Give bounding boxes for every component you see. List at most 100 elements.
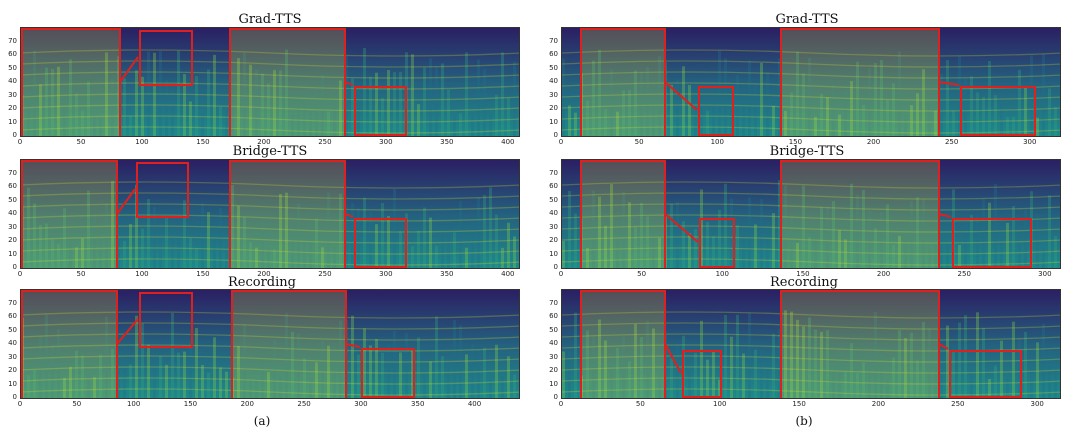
x-tick-label: 350 bbox=[440, 138, 454, 146]
y-tick-label: 40 bbox=[8, 339, 17, 347]
subfigure-caption: (a) bbox=[253, 414, 271, 428]
spectrogram-image bbox=[21, 160, 519, 268]
x-tick-label: 50 bbox=[72, 400, 82, 408]
y-tick-label: 10 bbox=[549, 249, 558, 258]
x-tick-label: 400 bbox=[467, 400, 482, 408]
x-tick-label: 200 bbox=[257, 138, 271, 146]
y-tick-label: 60 bbox=[549, 182, 558, 190]
x-tick-label: 250 bbox=[297, 400, 311, 408]
panel-title: Recording bbox=[228, 275, 296, 290]
y-tick-label: 50 bbox=[549, 63, 558, 72]
x-tick-label: 100 bbox=[126, 400, 141, 408]
y-tick-label: 70 bbox=[549, 298, 558, 307]
x-tick-label: 300 bbox=[1038, 270, 1052, 278]
y-tick-label: 20 bbox=[8, 236, 17, 244]
y-tick-label: 20 bbox=[549, 236, 558, 244]
y-tick-label: 10 bbox=[549, 379, 558, 388]
x-tick-label: 100 bbox=[715, 270, 729, 278]
zoom-box bbox=[780, 160, 940, 268]
zoom-box bbox=[229, 28, 346, 136]
y-tick-label: 30 bbox=[8, 222, 17, 231]
x-tick-label: 100 bbox=[135, 138, 149, 146]
x-tick-label: 350 bbox=[411, 400, 425, 408]
y-tick-label: 20 bbox=[549, 366, 558, 374]
spectrogram-panel bbox=[20, 289, 520, 399]
x-tick-label: 300 bbox=[1023, 138, 1037, 146]
spectrogram-panel bbox=[561, 289, 1061, 399]
x-tick-label: 300 bbox=[354, 400, 368, 408]
y-tick-label: 0 bbox=[553, 263, 558, 271]
y-tick-label: 10 bbox=[8, 379, 17, 388]
y-tick-label: 40 bbox=[8, 77, 17, 85]
y-tick-label: 50 bbox=[8, 195, 17, 204]
zoom-region bbox=[136, 162, 189, 218]
panel-title: Bridge-TTS bbox=[769, 144, 845, 159]
y-tick-label: 0 bbox=[553, 393, 558, 401]
x-tick-label: 150 bbox=[788, 138, 803, 146]
spectrogram-image bbox=[562, 28, 1060, 136]
y-tick-label: 10 bbox=[549, 117, 558, 126]
zoom-region bbox=[682, 350, 722, 398]
spectrogram-panel bbox=[561, 159, 1061, 269]
x-tick-label: 0 bbox=[17, 138, 23, 146]
y-tick-label: 30 bbox=[549, 222, 558, 231]
y-tick-label: 50 bbox=[8, 63, 17, 72]
zoom-box bbox=[229, 160, 346, 268]
y-tick-label: 60 bbox=[8, 50, 17, 58]
y-tick-label: 60 bbox=[549, 50, 558, 58]
y-tick-label: 20 bbox=[549, 104, 558, 112]
panel-title: Grad-TTS bbox=[775, 12, 839, 27]
x-tick-label: 200 bbox=[876, 270, 891, 278]
zoom-box bbox=[780, 28, 940, 136]
zoom-box bbox=[580, 160, 666, 268]
y-tick-label: 60 bbox=[8, 312, 17, 320]
y-tick-label: 70 bbox=[8, 36, 17, 45]
y-tick-label: 10 bbox=[8, 117, 17, 126]
x-tick-label: 200 bbox=[240, 400, 254, 408]
x-tick-label: 150 bbox=[196, 270, 210, 278]
spectrogram-panel bbox=[20, 159, 520, 269]
subfigure-caption: (b) bbox=[795, 414, 813, 428]
zoom-region bbox=[949, 350, 1022, 398]
zoom-region bbox=[952, 218, 1032, 268]
y-tick-label: 0 bbox=[12, 263, 17, 271]
x-tick-label: 250 bbox=[951, 400, 965, 408]
y-tick-label: 0 bbox=[553, 131, 558, 139]
y-tick-label: 50 bbox=[8, 325, 17, 334]
y-tick-label: 40 bbox=[549, 77, 558, 85]
x-tick-label: 50 bbox=[76, 138, 86, 146]
spectrogram-image bbox=[562, 290, 1060, 398]
x-tick-label: 50 bbox=[634, 138, 644, 146]
y-tick-label: 70 bbox=[549, 168, 558, 177]
x-tick-label: 50 bbox=[76, 270, 86, 278]
x-tick-label: 0 bbox=[17, 400, 23, 408]
y-tick-label: 30 bbox=[8, 352, 17, 361]
y-tick-label: 40 bbox=[549, 339, 558, 347]
y-tick-label: 60 bbox=[549, 312, 558, 320]
y-tick-label: 40 bbox=[8, 209, 17, 217]
x-tick-label: 300 bbox=[379, 270, 393, 278]
y-tick-label: 70 bbox=[8, 298, 17, 307]
zoom-box bbox=[780, 290, 940, 398]
x-tick-label: 200 bbox=[866, 138, 881, 146]
spectrogram-panel bbox=[20, 27, 520, 137]
y-tick-label: 60 bbox=[8, 182, 17, 190]
zoom-box bbox=[580, 28, 666, 136]
y-tick-label: 30 bbox=[549, 90, 558, 99]
y-tick-label: 70 bbox=[8, 168, 17, 177]
y-tick-label: 70 bbox=[549, 36, 558, 45]
y-tick-label: 0 bbox=[12, 131, 17, 139]
zoom-region bbox=[354, 218, 407, 268]
x-tick-label: 150 bbox=[796, 270, 810, 278]
panel-title: Bridge-TTS bbox=[232, 144, 308, 159]
zoom-region bbox=[361, 348, 415, 398]
panel-title: Recording bbox=[770, 275, 838, 290]
x-tick-label: 150 bbox=[183, 400, 198, 408]
y-tick-label: 50 bbox=[549, 195, 558, 204]
y-tick-label: 20 bbox=[8, 104, 17, 112]
zoom-region bbox=[698, 86, 734, 136]
x-tick-label: 300 bbox=[379, 138, 393, 146]
zoom-region bbox=[354, 86, 407, 136]
x-tick-label: 400 bbox=[501, 138, 515, 146]
x-tick-label: 150 bbox=[196, 138, 210, 146]
